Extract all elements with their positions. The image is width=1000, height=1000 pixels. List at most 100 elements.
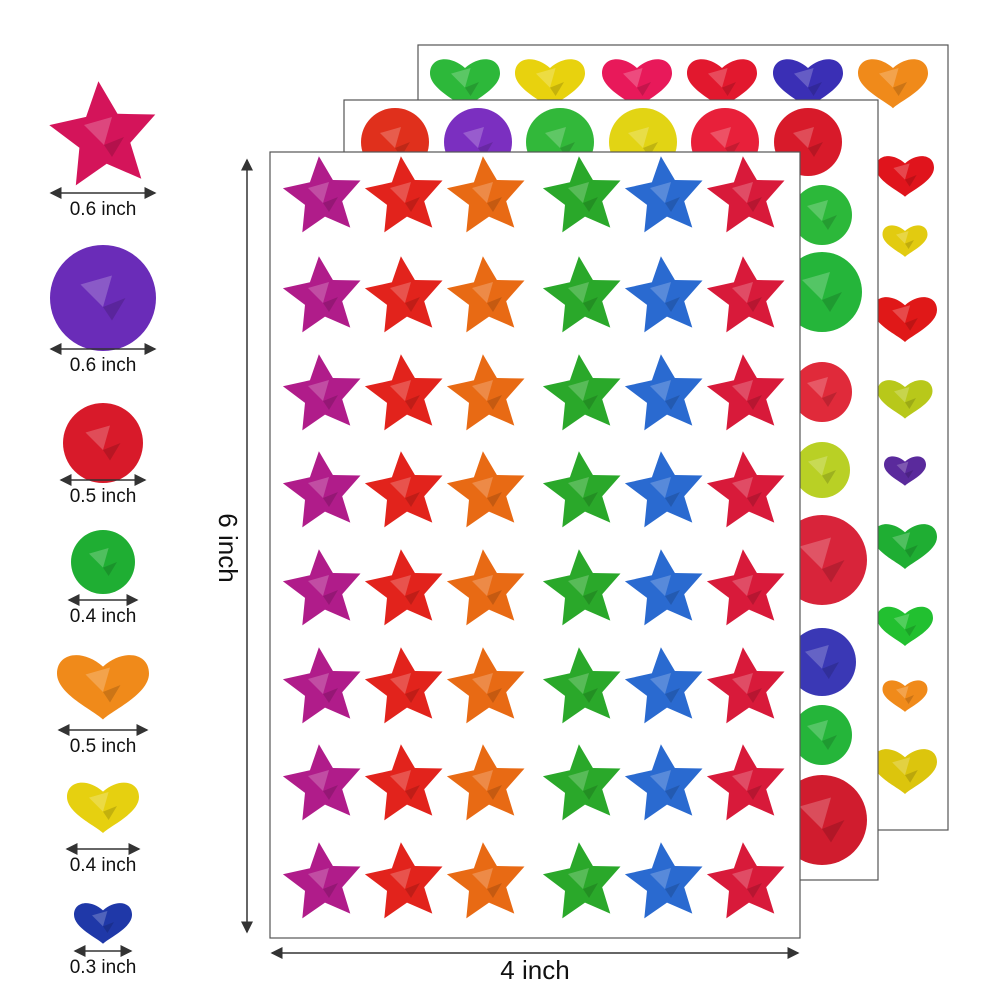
circle-sticker	[792, 362, 852, 422]
facet	[710, 127, 731, 148]
star-sticker	[706, 156, 785, 233]
facet	[650, 380, 671, 401]
circle-sticker	[71, 530, 135, 594]
facet	[487, 785, 502, 800]
heart-sticker	[858, 59, 928, 109]
facet	[665, 785, 680, 800]
facet	[568, 868, 589, 889]
facet	[550, 82, 564, 96]
facet	[103, 562, 117, 576]
facet	[405, 395, 420, 410]
star-sticker	[624, 744, 703, 821]
star-sticker	[282, 549, 361, 626]
facet	[732, 575, 753, 596]
facet	[472, 477, 493, 498]
facet	[323, 688, 338, 703]
circle-sticker	[794, 442, 850, 498]
facet	[805, 645, 829, 669]
facet	[103, 443, 121, 461]
facet	[568, 673, 589, 694]
star-sticker	[624, 647, 703, 724]
star-sticker	[706, 256, 785, 333]
star-sticker	[446, 156, 525, 233]
star-sticker	[624, 156, 703, 233]
facet	[896, 686, 909, 699]
facet	[308, 770, 329, 791]
facet	[665, 492, 680, 507]
facet	[323, 297, 338, 312]
facet	[747, 297, 762, 312]
facet	[650, 673, 671, 694]
facet	[708, 68, 728, 88]
heart-sticker	[882, 225, 928, 257]
heart-sticker	[882, 680, 928, 712]
facet	[905, 318, 918, 331]
star-sticker	[282, 647, 361, 724]
facet	[308, 380, 329, 401]
facet	[905, 770, 918, 783]
facet	[487, 688, 502, 703]
facet	[892, 757, 911, 776]
facet	[747, 883, 762, 898]
facet	[405, 197, 420, 212]
facet	[822, 292, 842, 312]
facet	[665, 395, 680, 410]
facet	[380, 127, 401, 148]
facet	[405, 297, 420, 312]
facet	[487, 395, 502, 410]
heart-sticker	[602, 59, 672, 109]
facet	[905, 695, 914, 704]
facet	[747, 492, 762, 507]
facet	[879, 68, 899, 88]
facet	[807, 200, 828, 221]
star-sticker	[446, 451, 525, 528]
facet	[892, 305, 911, 324]
facet	[583, 297, 598, 312]
star-sticker	[542, 354, 621, 431]
star-sticker	[624, 451, 703, 528]
facet	[893, 82, 907, 96]
facet	[665, 297, 680, 312]
facet	[650, 575, 671, 596]
facet	[822, 820, 845, 843]
star-sticker	[364, 156, 443, 233]
facet	[650, 868, 671, 889]
facet	[583, 395, 598, 410]
facet	[472, 380, 493, 401]
facet	[822, 662, 839, 679]
facet	[896, 231, 909, 244]
facet	[822, 735, 837, 750]
star-sticker	[706, 744, 785, 821]
facet	[568, 770, 589, 791]
star-sticker	[706, 647, 785, 724]
heart-sticker	[884, 456, 926, 486]
star-sticker	[364, 549, 443, 626]
facet	[308, 673, 329, 694]
circle-sticker	[50, 245, 156, 351]
facet	[665, 883, 680, 898]
star-sticker	[446, 256, 525, 333]
facet	[390, 477, 411, 498]
heart-sticker	[687, 59, 757, 109]
star-sticker	[446, 549, 525, 626]
circle-sticker	[792, 185, 852, 245]
facet	[308, 868, 329, 889]
facet	[793, 127, 814, 148]
facet	[747, 197, 762, 212]
facet	[308, 477, 329, 498]
facet	[722, 82, 736, 96]
heart-sticker	[873, 749, 937, 794]
facet	[568, 380, 589, 401]
facet	[487, 590, 502, 605]
facet	[390, 770, 411, 791]
height-label: 6 inch	[213, 513, 243, 582]
facet	[323, 883, 338, 898]
facet	[103, 298, 126, 321]
facet	[905, 470, 914, 479]
facet	[808, 142, 823, 157]
star-sticker	[282, 842, 361, 919]
star-sticker	[364, 744, 443, 821]
heart-sticker	[515, 59, 585, 109]
size-label: 0.6 inch	[70, 355, 137, 376]
